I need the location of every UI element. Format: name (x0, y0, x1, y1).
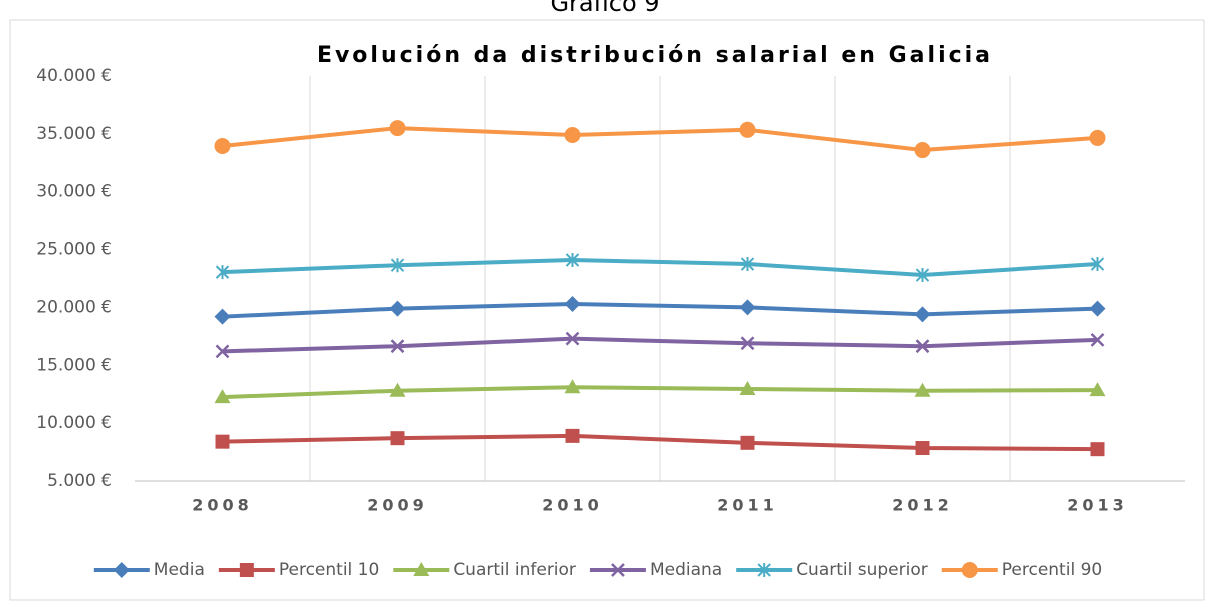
point-marker (390, 431, 405, 446)
point-marker (389, 382, 406, 397)
series-line (222, 336, 1098, 354)
point-marker (389, 300, 406, 317)
x-tick-label: 2008 (192, 496, 253, 515)
point-marker (564, 379, 581, 394)
point-marker (564, 295, 581, 312)
point-marker (564, 127, 581, 144)
point-marker (565, 331, 580, 346)
series-line (222, 126, 1098, 153)
point-marker (214, 308, 231, 325)
point-marker (740, 435, 755, 450)
point-marker (389, 120, 406, 137)
legend-marker (961, 562, 978, 578)
point-marker (1090, 442, 1105, 457)
point-marker (214, 138, 231, 155)
point-marker (1090, 257, 1105, 272)
legend-label: Media (154, 560, 205, 580)
legend-label: Cuartil superior (796, 560, 928, 580)
x-tick-label: 2009 (367, 496, 428, 515)
point-marker (1089, 300, 1106, 317)
series-line (222, 257, 1098, 278)
point-marker (390, 339, 405, 354)
x-tick-label: 2013 (1067, 496, 1128, 515)
y-tick-label: 5.000 € (47, 471, 112, 491)
point-marker (740, 336, 755, 351)
point-marker (915, 339, 930, 354)
point-marker (215, 265, 230, 280)
legend-marker (239, 563, 254, 577)
point-marker (1089, 382, 1106, 397)
y-tick-label: 35.000 € (36, 124, 112, 144)
series-line (222, 301, 1098, 319)
legend-marker (757, 563, 771, 577)
point-marker (214, 389, 231, 404)
legend-label: Cuartil inferior (453, 560, 576, 580)
x-tick-label: 2011 (717, 496, 778, 515)
y-tick-label: 30.000 € (36, 182, 112, 202)
page-heading: Gráfico 9 (550, 0, 659, 17)
point-marker (739, 121, 756, 138)
point-marker (915, 441, 930, 456)
point-marker (914, 306, 931, 323)
point-marker (914, 382, 931, 397)
y-tick-label: 25.000 € (36, 240, 112, 260)
y-tick-label: 40.000 € (36, 66, 112, 86)
legend-label: Mediana (650, 560, 722, 580)
point-marker (914, 142, 931, 159)
point-marker (215, 344, 230, 359)
point-marker (1089, 129, 1106, 146)
legend-marker (611, 563, 625, 577)
chart-title: Evolución da distribución salarial en Ga… (317, 43, 993, 68)
legend-marker (413, 562, 430, 576)
point-marker (390, 258, 405, 273)
point-marker (739, 299, 756, 316)
y-tick-label: 10.000 € (36, 413, 112, 433)
legend-label: Percentil 90 (1002, 560, 1102, 580)
point-marker (565, 428, 580, 443)
series-line (222, 433, 1098, 452)
point-marker (739, 381, 756, 396)
x-tick-label: 2010 (542, 496, 603, 515)
point-marker (915, 268, 930, 283)
point-marker (1090, 332, 1105, 347)
y-tick-label: 20.000 € (36, 297, 112, 317)
point-marker (215, 434, 230, 449)
legend-label: Percentil 10 (279, 560, 379, 580)
point-marker (740, 257, 755, 272)
point-marker (565, 252, 580, 267)
y-tick-label: 15.000 € (36, 355, 112, 375)
legend-marker (113, 562, 130, 578)
series-line (222, 385, 1098, 400)
x-tick-label: 2012 (892, 496, 953, 515)
